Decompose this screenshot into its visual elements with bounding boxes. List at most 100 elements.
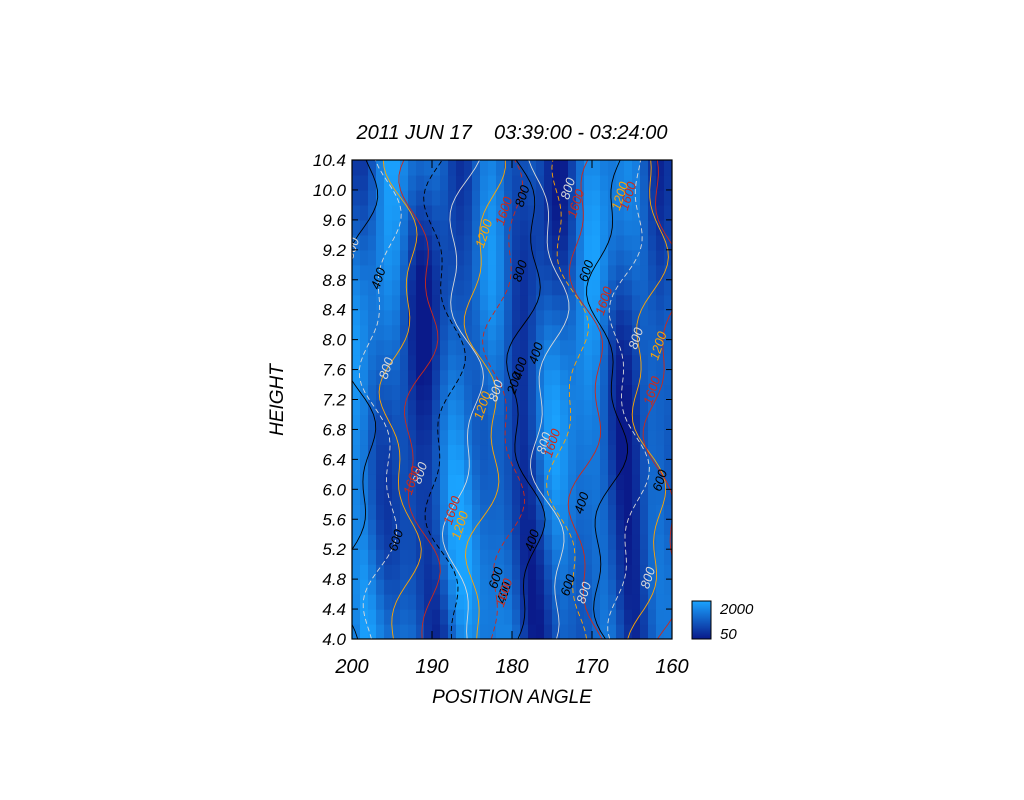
heatmap-cell: [528, 504, 537, 520]
heatmap-cell: [432, 504, 441, 520]
heatmap-cell: [664, 489, 672, 505]
heatmap-cell: [464, 309, 473, 326]
heatmap-cell: [472, 474, 481, 490]
heatmap-cell: [456, 549, 465, 565]
heatmap-cell: [664, 264, 672, 281]
heatmap-cell: [464, 249, 473, 266]
heatmap-cell: [352, 174, 361, 191]
heatmap-cell: [392, 459, 401, 475]
heatmap-cell: [528, 594, 537, 610]
heatmap-cell: [352, 609, 361, 625]
heatmap-cell: [408, 264, 417, 281]
heatmap-cell: [496, 489, 505, 505]
heatmap-cell: [448, 160, 457, 176]
heatmap-cell: [512, 459, 521, 475]
heatmap-cell: [432, 264, 441, 281]
heatmap-cell: [632, 399, 641, 416]
heatmap-cell: [576, 624, 585, 639]
heatmap-cell: [488, 504, 497, 520]
heatmap-cell: [560, 354, 569, 371]
heatmap-cell: [424, 459, 433, 475]
heatmap-cell: [624, 519, 633, 535]
heatmap-cell: [568, 549, 577, 565]
heatmap-cell: [528, 579, 537, 595]
heatmap-cell: [384, 459, 393, 475]
heatmap-cell: [552, 519, 561, 535]
heatmap-cell: [592, 429, 601, 446]
heatmap-cell: [624, 219, 633, 236]
heatmap-cell: [640, 549, 649, 565]
heatmap-cell: [392, 624, 401, 639]
heatmap-cell: [352, 504, 361, 520]
heatmap-cell: [536, 309, 545, 326]
heatmap-cell: [544, 324, 553, 341]
heatmap-cell: [560, 579, 569, 595]
heatmap-cell: [552, 204, 561, 221]
heatmap-cell: [392, 534, 401, 550]
heatmap-cell: [600, 174, 609, 191]
heatmap-cell: [552, 309, 561, 326]
heatmap-cell: [536, 459, 545, 475]
heatmap-cell: [520, 279, 529, 296]
heatmap-cell: [664, 309, 672, 326]
heatmap-cell: [456, 324, 465, 341]
heatmap-cell: [576, 234, 585, 251]
heatmap-cell: [624, 369, 633, 386]
heatmap-cell: [392, 564, 401, 580]
heatmap-cell: [400, 160, 409, 176]
heatmap-cell: [480, 174, 489, 191]
heatmap-cell: [480, 339, 489, 356]
heatmap-cell: [384, 279, 393, 296]
heatmap-cell: [400, 489, 409, 505]
heatmap-cell: [544, 414, 553, 431]
heatmap-cell: [440, 519, 449, 535]
heatmap-cell: [544, 609, 553, 625]
heatmap-cell: [432, 384, 441, 401]
heatmap-cell: [656, 399, 665, 416]
heatmap-cell: [464, 579, 473, 595]
heatmap-cell: [656, 549, 665, 565]
heatmap-cell: [440, 249, 449, 266]
heatmap-cell: [384, 519, 393, 535]
heatmap-cell: [424, 489, 433, 505]
heatmap-cell: [472, 189, 481, 206]
heatmap-cell: [376, 534, 385, 550]
heatmap-cell: [640, 354, 649, 371]
heatmap-cell: [512, 624, 521, 639]
heatmap-cell: [416, 339, 425, 356]
heatmap-cell: [384, 579, 393, 595]
heatmap-cell: [416, 564, 425, 580]
heatmap-cell: [472, 279, 481, 296]
heatmap-cell: [616, 174, 625, 191]
heatmap-cell: [504, 444, 513, 460]
heatmap-cell: [368, 369, 377, 386]
heatmap-cell: [560, 264, 569, 281]
heatmap-cell: [392, 414, 401, 431]
heatmap-cell: [488, 384, 497, 401]
heatmap-cell: [616, 249, 625, 266]
heatmap-cell: [504, 369, 513, 386]
heatmap-cell: [560, 504, 569, 520]
heatmap-cell: [424, 519, 433, 535]
heatmap-cell: [368, 294, 377, 311]
heatmap-cell: [632, 594, 641, 610]
heatmap-cell: [664, 534, 672, 550]
heatmap-cell: [584, 174, 593, 191]
heatmap-cell: [624, 504, 633, 520]
heatmap-cell: [544, 354, 553, 371]
heatmap-cell: [448, 519, 457, 535]
heatmap-cell: [560, 160, 569, 176]
heatmap-cell: [584, 309, 593, 326]
heatmap-cell: [368, 564, 377, 580]
heatmap-cell: [392, 160, 401, 176]
heatmap-cell: [360, 384, 369, 401]
heatmap-cell: [560, 189, 569, 206]
heatmap-cell: [632, 564, 641, 580]
heatmap-cell: [640, 534, 649, 550]
heatmap-cell: [384, 294, 393, 311]
heatmap-cell: [576, 609, 585, 625]
heatmap-cell: [552, 354, 561, 371]
heatmap-cell: [656, 444, 665, 460]
heatmap-cell: [424, 609, 433, 625]
heatmap-cell: [376, 294, 385, 311]
